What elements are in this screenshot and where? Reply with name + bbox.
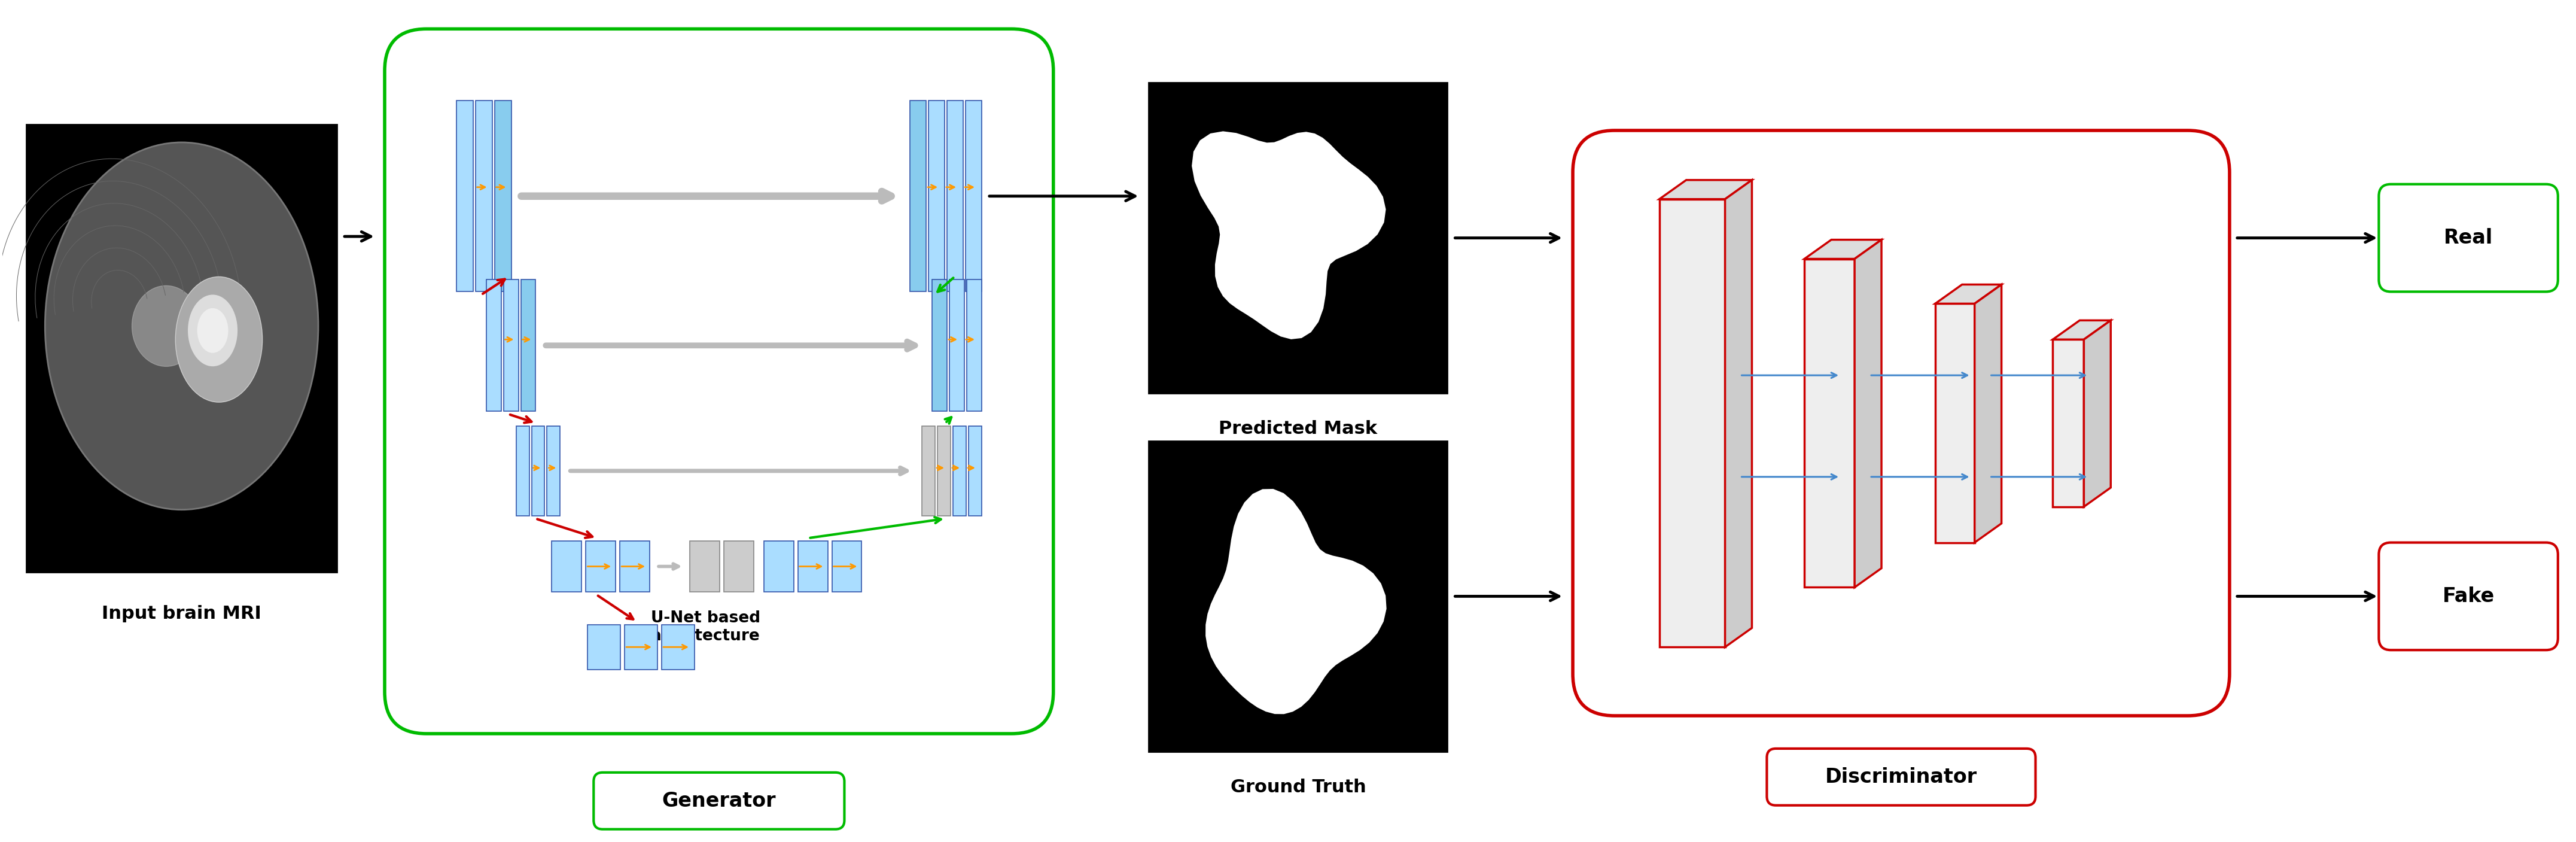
Text: U-Net based
architecture: U-Net based architecture bbox=[652, 610, 760, 644]
Ellipse shape bbox=[175, 277, 263, 402]
Bar bbox=[832, 541, 863, 592]
Text: Ground Truth: Ground Truth bbox=[1231, 779, 1365, 796]
Bar bbox=[520, 280, 536, 411]
Ellipse shape bbox=[44, 142, 319, 509]
Bar bbox=[2053, 339, 2084, 507]
Bar bbox=[909, 100, 927, 291]
Bar bbox=[1803, 258, 1855, 588]
Text: Generator: Generator bbox=[662, 791, 775, 811]
FancyBboxPatch shape bbox=[1574, 131, 2231, 716]
Bar bbox=[948, 100, 963, 291]
Polygon shape bbox=[1855, 240, 1880, 588]
Bar bbox=[969, 426, 981, 515]
Bar bbox=[515, 426, 528, 515]
Polygon shape bbox=[1976, 285, 2002, 542]
Polygon shape bbox=[1193, 131, 1386, 339]
Polygon shape bbox=[1803, 240, 1880, 258]
Bar bbox=[621, 541, 649, 592]
Bar bbox=[922, 426, 935, 515]
Text: Input brain MRI: Input brain MRI bbox=[103, 605, 263, 622]
Bar bbox=[477, 100, 492, 291]
Text: Predicted Mask: Predicted Mask bbox=[1218, 420, 1378, 438]
Bar bbox=[724, 541, 755, 592]
Bar bbox=[546, 426, 559, 515]
Bar bbox=[531, 426, 544, 515]
FancyBboxPatch shape bbox=[2378, 184, 2558, 291]
Bar bbox=[938, 426, 951, 515]
Bar bbox=[502, 280, 518, 411]
Bar bbox=[587, 625, 621, 669]
Bar bbox=[1935, 304, 1976, 542]
Bar bbox=[456, 100, 474, 291]
Bar bbox=[799, 541, 827, 592]
Bar bbox=[1149, 83, 1448, 393]
Bar bbox=[551, 541, 582, 592]
FancyBboxPatch shape bbox=[2378, 542, 2558, 650]
Bar bbox=[585, 541, 616, 592]
Bar bbox=[662, 625, 696, 669]
Bar bbox=[487, 280, 502, 411]
Ellipse shape bbox=[131, 285, 201, 366]
Text: Fake: Fake bbox=[2442, 586, 2494, 606]
Bar bbox=[26, 125, 337, 573]
Bar bbox=[1659, 199, 1726, 647]
Text: Real: Real bbox=[2445, 228, 2494, 248]
Polygon shape bbox=[2053, 320, 2110, 339]
Bar bbox=[765, 541, 793, 592]
Bar bbox=[966, 280, 981, 411]
Bar bbox=[951, 280, 963, 411]
Bar bbox=[966, 100, 981, 291]
Ellipse shape bbox=[198, 308, 229, 353]
Bar bbox=[1149, 441, 1448, 752]
Bar bbox=[623, 625, 657, 669]
Bar bbox=[927, 100, 945, 291]
FancyBboxPatch shape bbox=[592, 772, 845, 829]
Bar bbox=[953, 426, 966, 515]
FancyBboxPatch shape bbox=[384, 29, 1054, 733]
Polygon shape bbox=[1206, 489, 1386, 714]
Polygon shape bbox=[2084, 320, 2110, 507]
Polygon shape bbox=[1659, 180, 1752, 199]
Polygon shape bbox=[1935, 285, 2002, 304]
Ellipse shape bbox=[188, 295, 237, 366]
Bar bbox=[690, 541, 719, 592]
Bar bbox=[495, 100, 510, 291]
Text: Discriminator: Discriminator bbox=[1826, 767, 1978, 786]
Bar bbox=[933, 280, 948, 411]
Polygon shape bbox=[1726, 180, 1752, 647]
FancyBboxPatch shape bbox=[1767, 749, 2035, 805]
